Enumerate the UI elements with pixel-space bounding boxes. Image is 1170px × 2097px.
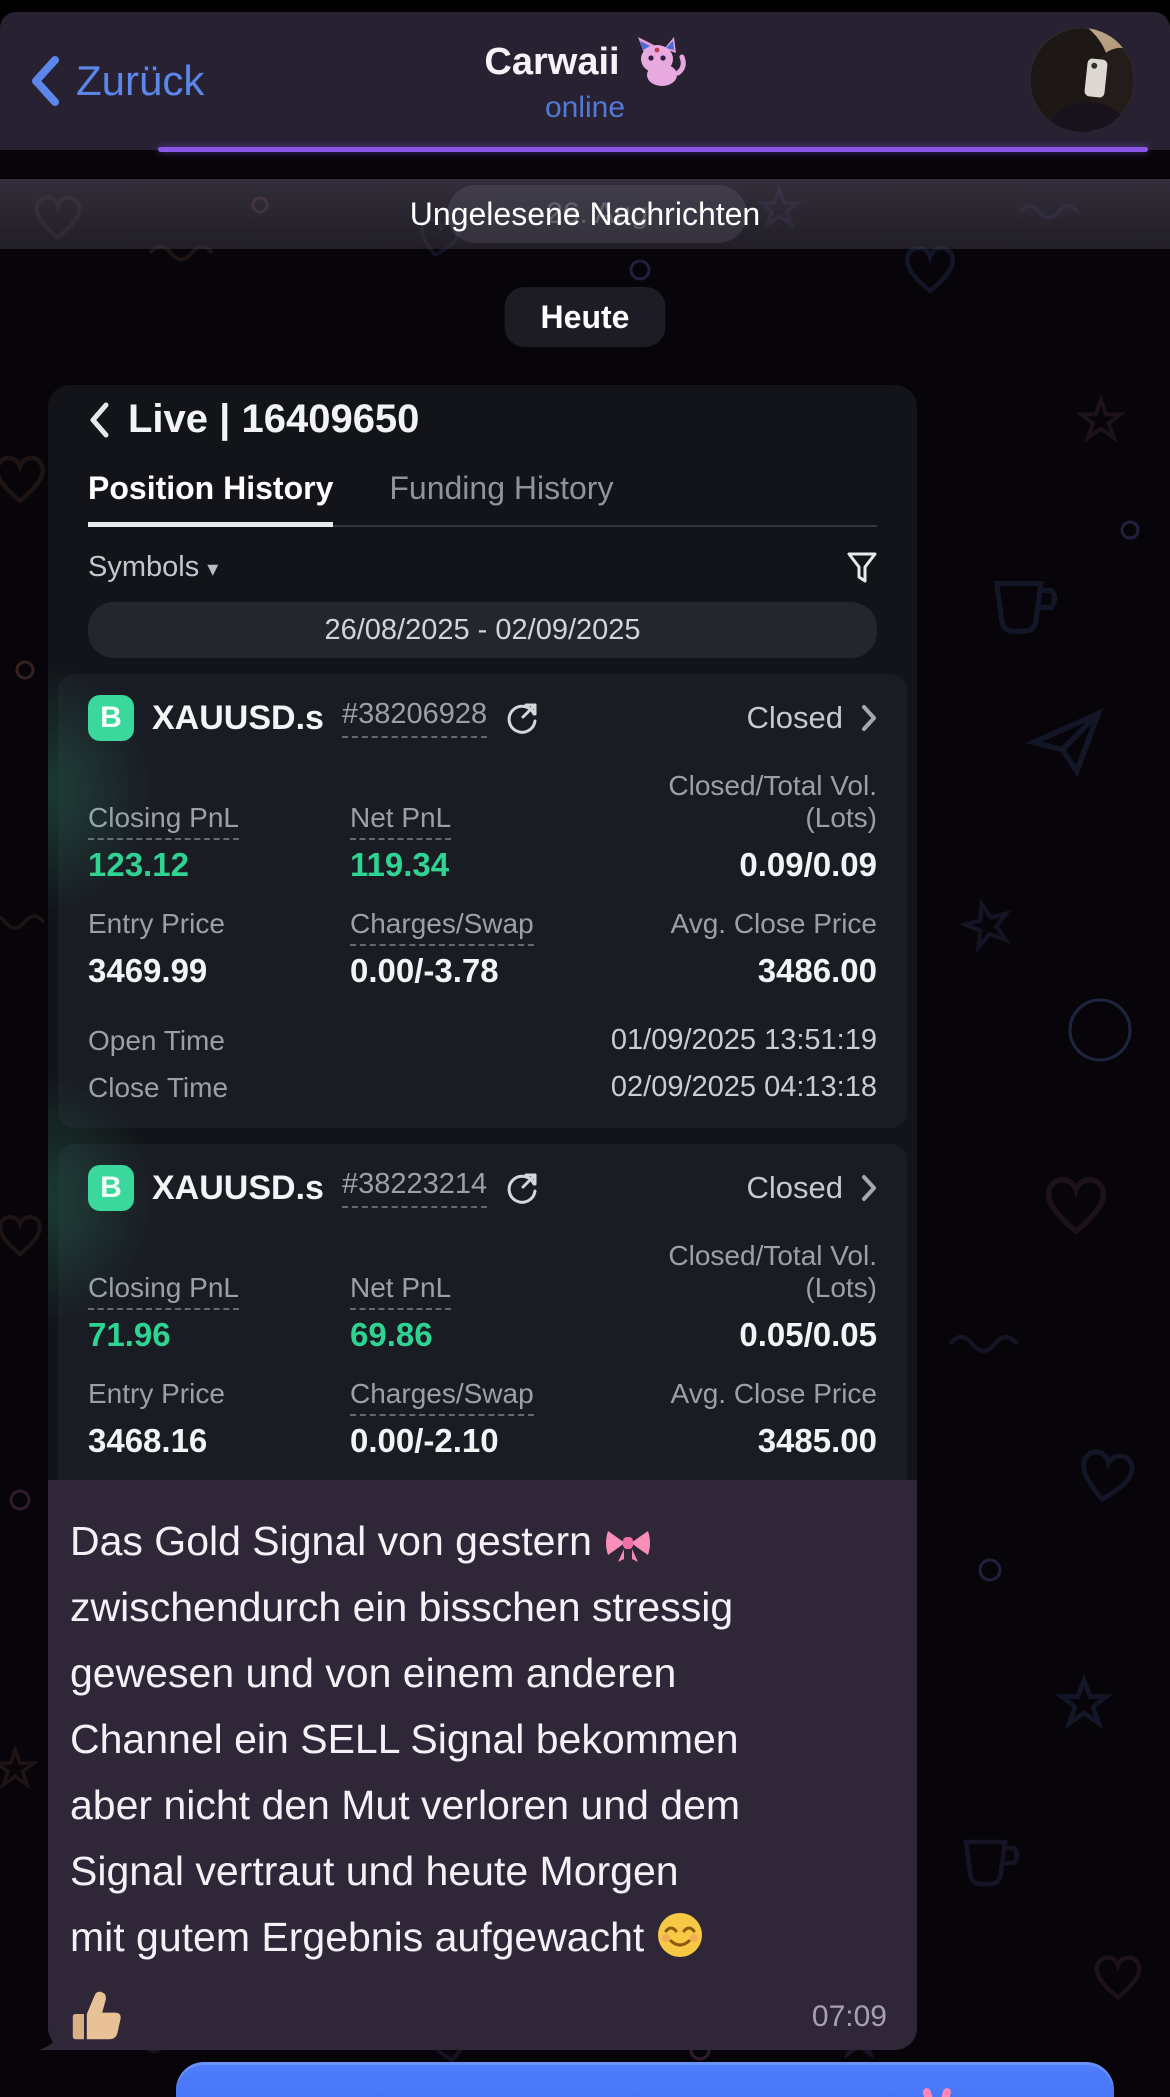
closed-total-value: 0.05/0.05 bbox=[739, 1316, 877, 1353]
buy-badge: B bbox=[88, 695, 134, 741]
outgoing-bubble-partial[interactable] bbox=[176, 2062, 1114, 2097]
caption-line: zwischendurch ein bisschen stressig bbox=[70, 1584, 734, 1630]
message-caption: Das Gold Signal von gestern zwischendurc… bbox=[48, 1480, 917, 2050]
unread-banner-label: Ungelesene Nachrichten bbox=[409, 195, 761, 232]
external-link-icon bbox=[507, 703, 537, 734]
order-id: #38223214 bbox=[341, 1168, 488, 1208]
avg-close-label: Avg. Close Price bbox=[670, 908, 877, 939]
trade-screenshot[interactable]: Live | 16409650 Position History Funding… bbox=[48, 385, 917, 1480]
tab-position-history: Position History bbox=[88, 470, 334, 527]
status-closed: Closed bbox=[746, 1170, 844, 1205]
symbols-filter: Symbols ▾ bbox=[88, 551, 219, 583]
closing-pnl-label: Closing PnL bbox=[88, 802, 239, 840]
day-pill[interactable]: Heute bbox=[504, 287, 666, 347]
trade-panel-title: Live | 16409650 bbox=[128, 397, 420, 441]
net-pnl-value: 69.86 bbox=[350, 1316, 433, 1353]
symbol-name: XAUUSD.s bbox=[152, 1168, 324, 1207]
net-pnl-value: 119.34 bbox=[350, 846, 450, 883]
thumbs-up-emoji-icon bbox=[72, 1991, 121, 2040]
espeon-sticker-icon bbox=[637, 37, 686, 86]
back-button[interactable]: Zurück bbox=[30, 12, 204, 150]
order-id: #38206928 bbox=[341, 698, 488, 738]
open-time-value: 01/09/2025 13:51:19 bbox=[610, 1024, 877, 1056]
date-range-pill: 26/08/2025 - 02/09/2025 bbox=[88, 602, 877, 658]
caption-line: aber nicht den Mut verloren und dem bbox=[70, 1782, 741, 1828]
close-time-label: Close Time bbox=[88, 1071, 229, 1103]
smile-emoji-icon bbox=[658, 1913, 703, 1957]
tabs-divider bbox=[88, 525, 877, 527]
open-time-label: Open Time bbox=[88, 1024, 225, 1056]
charges-swap-label: Charges/Swap bbox=[350, 908, 534, 946]
caption-line: mit gutem Ergebnis aufgewacht bbox=[70, 1914, 645, 1960]
tab-funding-history: Funding History bbox=[389, 470, 614, 506]
ghost-date-pill: 26. Aug bbox=[447, 185, 747, 243]
chat-status: online bbox=[544, 91, 626, 124]
net-pnl-label: Net PnL bbox=[350, 802, 452, 840]
closing-pnl-value: 71.96 bbox=[88, 1316, 350, 1354]
green-glow bbox=[48, 650, 168, 930]
caption-line: Channel ein SELL Signal bekommen bbox=[70, 1716, 739, 1762]
chat-title: Carwaii bbox=[484, 40, 620, 83]
funnel-icon bbox=[847, 552, 877, 582]
caption-line: gewesen und von einem anderen bbox=[70, 1650, 677, 1696]
back-label: Zurück bbox=[76, 57, 205, 104]
caption-line: Das Gold Signal von gestern bbox=[70, 1518, 592, 1564]
chevron-left-small-icon bbox=[90, 402, 109, 437]
green-glow bbox=[48, 1060, 168, 1340]
charges-swap-value: 0.00/-3.78 bbox=[350, 952, 499, 989]
avg-close-value: 3485.00 bbox=[757, 1422, 877, 1459]
closing-pnl-value: 123.12 bbox=[88, 846, 350, 884]
buy-badge: B bbox=[88, 1165, 134, 1211]
message-bubble-incoming: Live | 16409650 Position History Funding… bbox=[39, 385, 917, 2050]
purple-divider bbox=[158, 147, 1148, 152]
trade-card: B XAUUSD.s #38223214 Closed bbox=[58, 1144, 907, 1480]
external-link-icon bbox=[507, 1173, 537, 1204]
wallpaper-doodles bbox=[0, 188, 1170, 2065]
symbol-name: XAUUSD.s bbox=[152, 698, 324, 737]
dropdown-arrow-icon: ▾ bbox=[207, 556, 219, 581]
avatar[interactable] bbox=[1030, 28, 1134, 132]
closing-pnl-label: Closing PnL bbox=[88, 1272, 239, 1310]
avg-close-value: 3486.00 bbox=[757, 952, 877, 989]
chat-info[interactable]: Carwaii online bbox=[0, 12, 1170, 150]
bubble-tail bbox=[39, 2014, 71, 2050]
close-time-value: 02/09/2025 04:13:18 bbox=[610, 1071, 877, 1103]
net-pnl-label: Net PnL bbox=[350, 1272, 452, 1310]
entry-price-label: Entry Price bbox=[88, 908, 225, 939]
navbar: Zurück Carwaii online bbox=[0, 12, 1170, 150]
entry-price-value: 3468.16 bbox=[88, 1422, 208, 1459]
caption-line: Signal vertraut und heute Morgen bbox=[70, 1848, 679, 1894]
closed-total-label: Closed/Total Vol. (Lots) bbox=[668, 1240, 877, 1303]
chevron-left-icon bbox=[32, 56, 59, 106]
trade-card: B XAUUSD.s #38206928 Closed bbox=[58, 674, 907, 1128]
bow-emoji-icon bbox=[605, 1531, 650, 1562]
entry-price-label: Entry Price bbox=[88, 1378, 225, 1409]
chevron-right-icon bbox=[862, 705, 876, 731]
closed-total-label: Closed/Total Vol. (Lots) bbox=[668, 770, 877, 833]
status-closed: Closed bbox=[746, 700, 844, 735]
message-time: 07:09 bbox=[811, 2000, 887, 2033]
charges-swap-label: Charges/Swap bbox=[350, 1378, 534, 1416]
chevron-right-icon bbox=[862, 1175, 876, 1201]
charges-swap-value: 0.00/-2.10 bbox=[350, 1422, 499, 1459]
pink-emoji-fragment bbox=[921, 2087, 935, 2097]
closed-total-value: 0.09/0.09 bbox=[739, 846, 877, 883]
avg-close-label: Avg. Close Price bbox=[670, 1378, 877, 1409]
pink-emoji-fragment bbox=[940, 2087, 952, 2097]
entry-price-value: 3469.99 bbox=[88, 952, 208, 989]
unread-banner: 26. Aug Ungelesene Nachrichten bbox=[0, 179, 1170, 249]
